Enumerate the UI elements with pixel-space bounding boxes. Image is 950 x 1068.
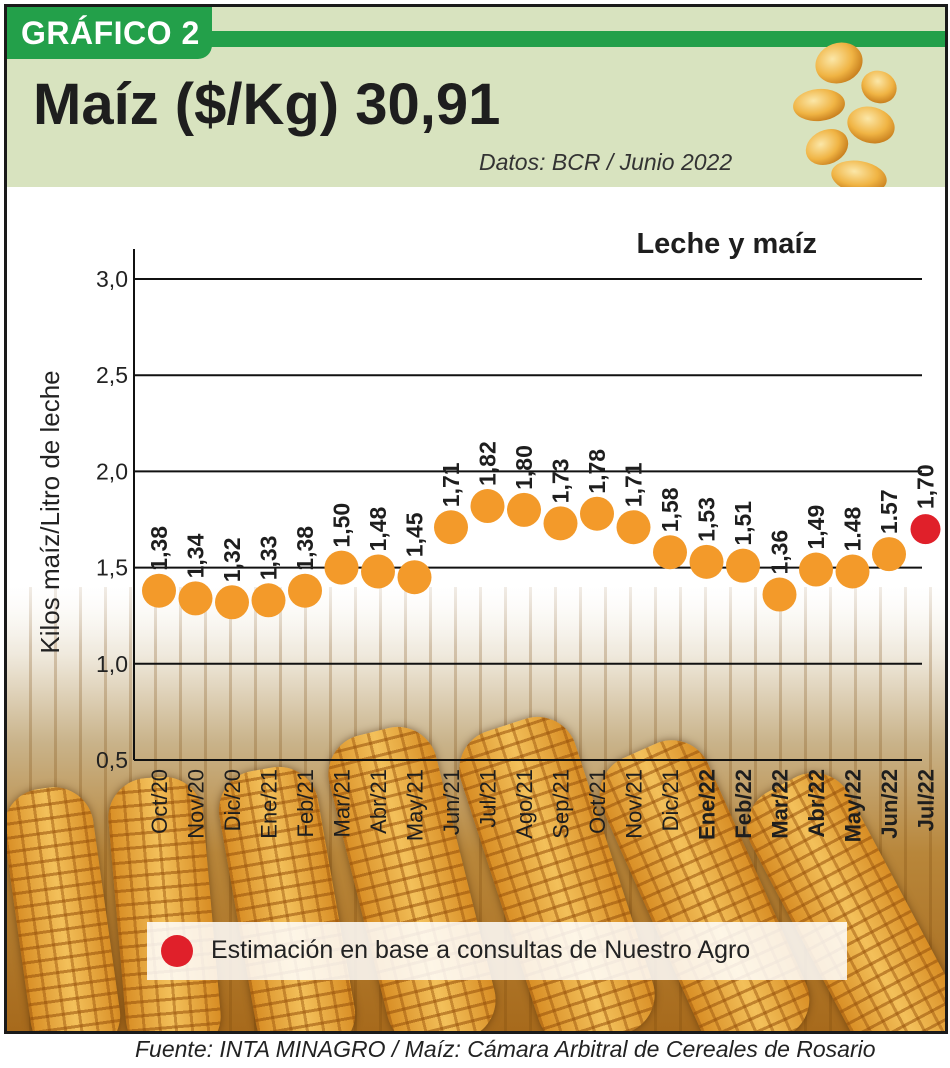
x-tick-label: Abr/22: [804, 769, 829, 837]
x-tick-label: Oct/21: [585, 769, 610, 834]
corn-kernels-illustration: [793, 42, 897, 194]
x-tick-label: Jun/21: [439, 769, 464, 835]
y-tick-label: 0,5: [96, 747, 128, 773]
x-tick-label: Sep/21: [549, 769, 574, 839]
data-point: [689, 544, 724, 579]
data-label: 1,51: [730, 501, 756, 546]
data-label: 1,48: [365, 506, 391, 551]
chart-title: Leche y maíz: [636, 228, 817, 260]
data-label: 1,38: [292, 526, 318, 571]
data-label: 1,70: [913, 464, 939, 509]
data-label: 1,34: [183, 533, 209, 578]
x-tick-label: May/21: [403, 769, 428, 841]
data-label: 1,36: [767, 530, 793, 575]
data-label: 1,80: [511, 445, 537, 490]
y-tick-label: 2,0: [96, 458, 128, 484]
scatter-chart: Leche y maíz Kilos maíz/Litro de leche 0,5…: [7, 187, 945, 842]
x-tick-label: Ene/21: [257, 769, 282, 839]
data-point: [616, 510, 651, 545]
x-tick-label: Feb/22: [731, 769, 756, 839]
data-point: [835, 554, 870, 589]
data-label: 1,33: [256, 536, 282, 581]
data-point: [434, 510, 468, 545]
chart-tag: GRÁFICO 2: [7, 7, 212, 59]
x-tick-label: Jul/22: [914, 769, 939, 831]
y-axis-label: Kilos maíz/Litro de leche: [35, 370, 65, 653]
data-label: 1.57: [876, 489, 902, 534]
x-tick-label: Dic/20: [220, 769, 245, 831]
data-point: [726, 548, 760, 583]
x-tick-label: Nov/20: [184, 769, 209, 839]
header-tab-line: [197, 31, 945, 47]
data-point: [397, 560, 432, 595]
data-label: 1,71: [438, 462, 464, 507]
data-label: 1,49: [803, 505, 829, 550]
data-source-date: Datos: BCR / Junio 2022: [479, 149, 733, 175]
data-label: 1,50: [329, 503, 355, 548]
plot-background: [7, 187, 945, 647]
x-tick-label: Jul/21: [476, 769, 501, 828]
chart-frame: GRÁFICO 2 Maíz ($/Kg) 30,91 Datos: BCR /…: [4, 4, 948, 1034]
data-point: [288, 573, 322, 608]
data-label: 1,71: [621, 462, 647, 507]
x-tick-label: Ene/22: [695, 769, 720, 840]
data-label: 1,82: [475, 441, 501, 486]
data-point: [178, 581, 213, 616]
data-point: [324, 550, 359, 585]
x-tick-label: May/22: [841, 769, 866, 842]
data-label: 1,32: [219, 537, 245, 582]
y-tick-label: 1,5: [96, 555, 128, 581]
data-point: [142, 573, 176, 608]
legend-estimate-label: Estimación en base a consultas de Nuestr…: [211, 936, 751, 964]
data-point: [799, 552, 833, 587]
x-tick-label: Jun/22: [877, 769, 902, 839]
page-title: Maíz ($/Kg) 30,91: [33, 72, 501, 137]
y-tick-label: 3,0: [96, 266, 128, 292]
data-label: 1,38: [146, 526, 172, 571]
y-tick-label: 2,5: [96, 362, 128, 388]
data-point: [762, 577, 797, 612]
legend-estimate-marker: [161, 935, 193, 967]
chart-tag-label: GRÁFICO 2: [21, 15, 200, 51]
data-point: [470, 489, 505, 524]
footer-source: Fuente: INTA MINAGRO / Maíz: Cámara Arbi…: [135, 1036, 876, 1062]
y-tick-label: 1,0: [96, 651, 128, 677]
data-point: [872, 537, 906, 572]
x-tick-label: Feb/21: [293, 769, 318, 838]
x-tick-label: Oct/20: [147, 769, 172, 834]
data-point: [543, 506, 578, 541]
data-point: [653, 535, 687, 570]
x-tick-label: Dic/21: [658, 769, 683, 831]
data-point: [580, 496, 614, 531]
legend: Estimación en base a consultas de Nuestr…: [147, 922, 847, 980]
x-tick-label: Mar/21: [330, 769, 355, 837]
x-tick-label: Abr/21: [366, 769, 391, 834]
data-label: 1,78: [584, 449, 610, 494]
data-point: [215, 585, 249, 620]
data-label: 1.48: [840, 506, 866, 551]
data-point: [507, 492, 541, 527]
data-label: 1,73: [548, 459, 574, 504]
x-tick-label: Ago/21: [512, 769, 537, 839]
data-point: [251, 583, 286, 618]
data-label: 1,58: [657, 487, 683, 532]
data-point: [361, 554, 395, 589]
x-tick-label: Mar/22: [768, 769, 793, 839]
data-label: 1,45: [402, 512, 428, 557]
x-tick-label: Nov/21: [622, 769, 647, 839]
estimate-point: [910, 514, 941, 545]
data-label: 1,53: [694, 497, 720, 542]
